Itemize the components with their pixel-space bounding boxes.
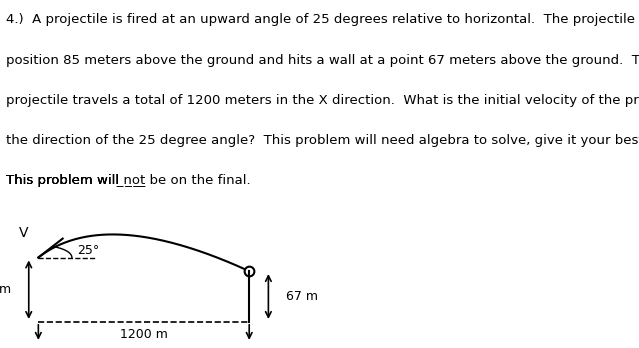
Text: This problem will ̲n̲o̲t̲ be on the final.: This problem will ̲n̲o̲t̲ be on the fina… — [6, 174, 251, 187]
Text: This problem will: This problem will — [6, 174, 124, 187]
Text: the direction of the 25 degree angle?  This problem will need algebra to solve, : the direction of the 25 degree angle? Th… — [6, 134, 639, 147]
Text: 85 m: 85 m — [0, 283, 12, 296]
Text: projectile travels a total of 1200 meters in the X direction.  What is the initi: projectile travels a total of 1200 meter… — [6, 94, 639, 107]
Text: 1200 m: 1200 m — [120, 327, 167, 341]
Text: 4.)  A projectile is fired at an upward angle of 25 degrees relative to horizont: 4.) A projectile is fired at an upward a… — [6, 14, 639, 26]
Text: This problem will: This problem will — [6, 174, 124, 187]
Text: position 85 meters above the ground and hits a wall at a point 67 meters above t: position 85 meters above the ground and … — [6, 54, 639, 66]
Text: V: V — [19, 227, 29, 240]
Text: 67 m: 67 m — [286, 290, 318, 303]
Text: 25°: 25° — [77, 244, 99, 257]
